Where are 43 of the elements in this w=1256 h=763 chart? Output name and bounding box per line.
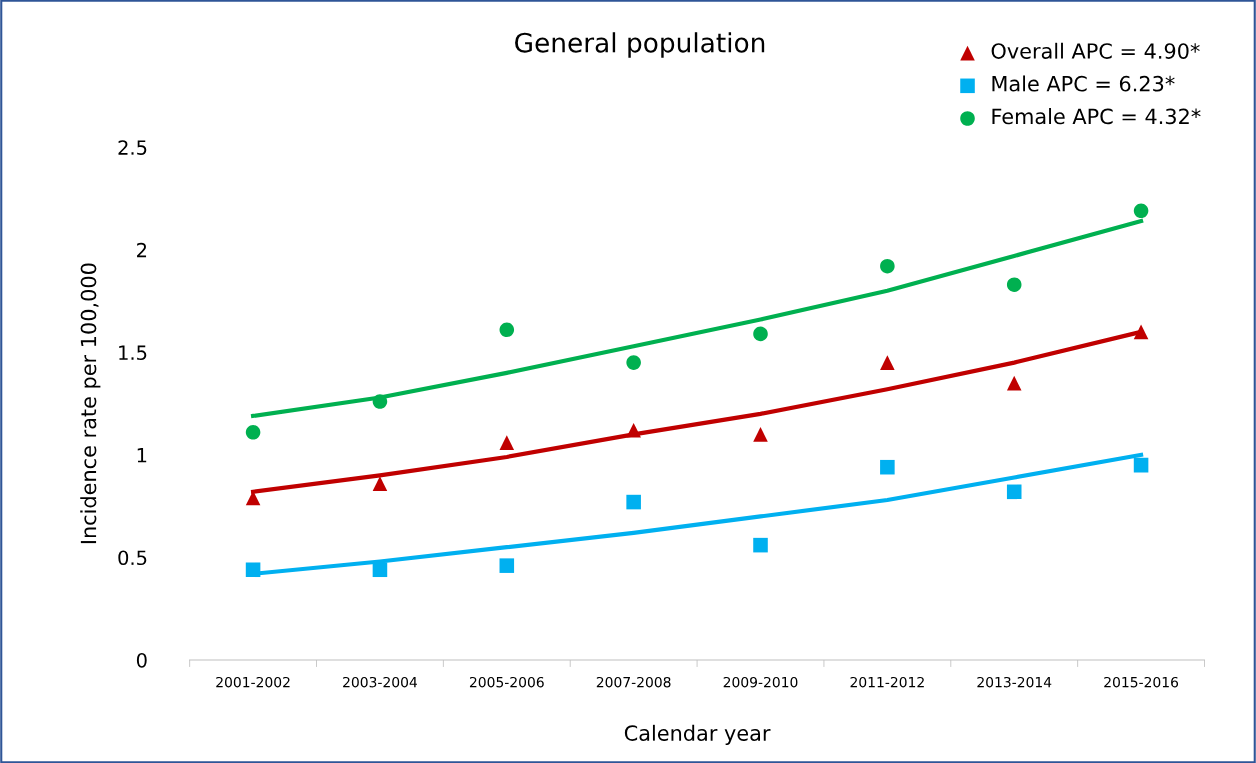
x-axis-title: Calendar year	[624, 724, 771, 745]
y-tick-label: 1	[137, 448, 147, 463]
point	[499, 558, 515, 573]
point	[626, 423, 641, 438]
point	[245, 425, 261, 440]
point	[880, 355, 895, 370]
point	[1133, 457, 1149, 473]
y-tick-label: 0.5	[118, 550, 147, 566]
point	[499, 322, 515, 338]
point	[245, 562, 261, 578]
point	[1006, 484, 1022, 500]
point	[1006, 277, 1022, 292]
point	[753, 537, 768, 553]
x-tick-label: 2009-2010	[723, 676, 798, 688]
x-tick-label: 2001-2002	[216, 676, 290, 688]
legend-label: Overall APC = 4.90*	[991, 42, 1200, 59]
point	[1133, 203, 1149, 219]
legend-label: Male APC = 6.23*	[992, 75, 1175, 92]
x-tick-label: 2015-2016	[1104, 676, 1179, 688]
point	[753, 427, 768, 442]
x-tick-label: 2003-2004	[343, 676, 418, 688]
point	[1006, 375, 1022, 391]
point	[753, 326, 768, 342]
x-tick-label: 2007-2008	[596, 676, 671, 688]
x-tick-label: 2005-2006	[469, 676, 544, 688]
y-tick-label: 1.5	[119, 345, 147, 361]
point	[372, 476, 388, 491]
x-tick-label: 2011-2012	[850, 676, 924, 688]
y-axis-title: Incidence rate per 100,000	[80, 263, 101, 544]
point	[626, 494, 641, 510]
y-tick-label: 2.5	[118, 140, 147, 155]
point	[880, 258, 895, 274]
point	[372, 394, 388, 409]
legend-label: Female APC = 4.32*	[992, 108, 1201, 125]
point	[1133, 324, 1149, 340]
y-tick-label: 2	[137, 242, 147, 258]
point	[626, 355, 641, 370]
chart-title: General population	[515, 32, 765, 58]
point	[499, 435, 515, 450]
point	[880, 459, 895, 475]
y-tick-label: 0	[136, 652, 147, 668]
point	[372, 562, 388, 578]
x-tick-label: 2013-2014	[977, 676, 1052, 688]
